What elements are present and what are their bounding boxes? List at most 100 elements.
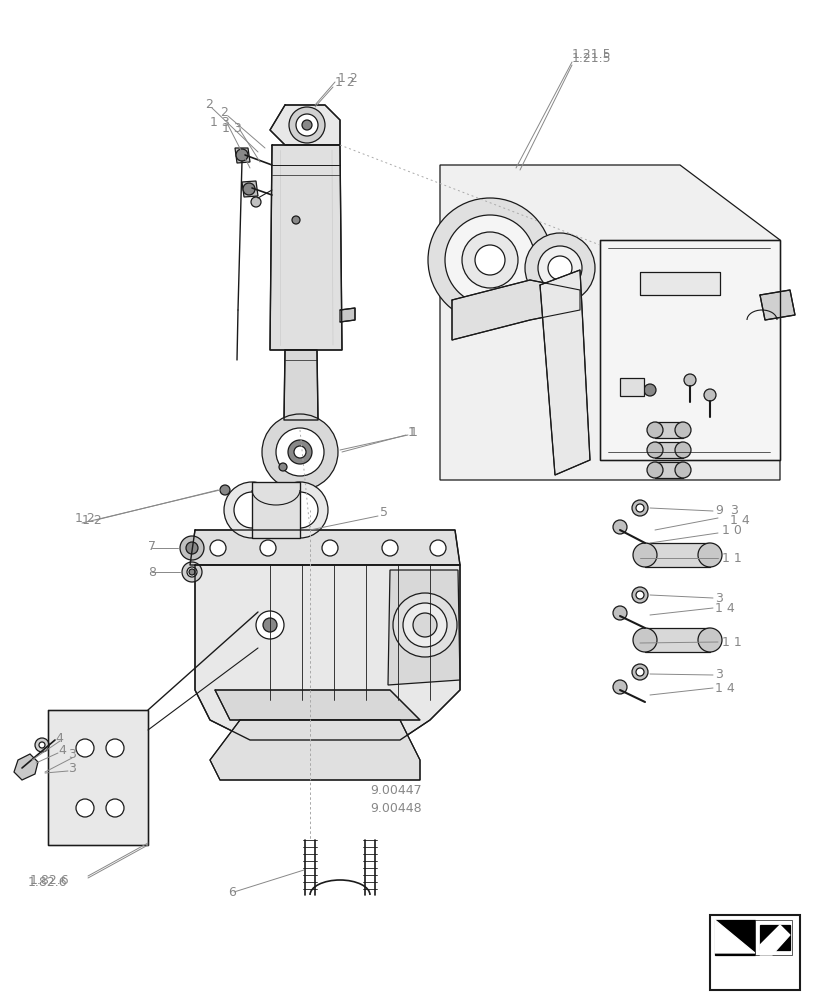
Text: 9.00447: 9.00447: [370, 784, 422, 796]
Circle shape: [675, 462, 691, 478]
Polygon shape: [655, 462, 683, 478]
Circle shape: [279, 463, 287, 471]
Circle shape: [684, 374, 696, 386]
Text: 3: 3: [715, 591, 723, 604]
Circle shape: [224, 482, 280, 538]
Circle shape: [186, 542, 198, 554]
Circle shape: [288, 440, 312, 464]
Circle shape: [260, 540, 276, 556]
Circle shape: [538, 246, 582, 290]
Circle shape: [180, 536, 204, 560]
Polygon shape: [252, 482, 300, 538]
Circle shape: [296, 114, 318, 136]
Circle shape: [403, 603, 447, 647]
Circle shape: [35, 738, 49, 752]
Polygon shape: [195, 565, 460, 740]
Circle shape: [704, 389, 716, 401]
Circle shape: [647, 422, 663, 438]
Text: 1 2: 1 2: [75, 512, 95, 524]
Text: 1 4: 1 4: [730, 514, 750, 526]
Text: 1.82.6: 1.82.6: [28, 876, 68, 888]
Circle shape: [644, 384, 656, 396]
Text: 1 3: 1 3: [210, 115, 230, 128]
Circle shape: [272, 482, 328, 538]
Circle shape: [262, 414, 338, 490]
Text: 1: 1: [410, 426, 418, 438]
Circle shape: [189, 569, 195, 575]
Circle shape: [256, 611, 284, 639]
Circle shape: [39, 742, 45, 748]
Circle shape: [182, 562, 202, 582]
Text: 1: 1: [408, 426, 416, 438]
Polygon shape: [640, 272, 720, 295]
Circle shape: [382, 540, 398, 556]
Bar: [710, 915, 800, 990]
Polygon shape: [440, 165, 780, 480]
Circle shape: [647, 462, 663, 478]
Circle shape: [322, 540, 338, 556]
Circle shape: [613, 520, 627, 534]
Circle shape: [613, 606, 627, 620]
Circle shape: [243, 183, 255, 195]
Polygon shape: [388, 570, 460, 685]
Circle shape: [475, 245, 505, 275]
Circle shape: [636, 504, 644, 512]
Polygon shape: [190, 530, 460, 565]
Text: 7: 7: [148, 540, 156, 552]
Circle shape: [525, 233, 595, 303]
Text: 9: 9: [715, 504, 723, 516]
Polygon shape: [215, 690, 420, 720]
Text: 1 2: 1 2: [335, 76, 355, 89]
Polygon shape: [14, 754, 38, 780]
Text: 2: 2: [205, 99, 213, 111]
Text: 1 3: 1 3: [222, 121, 241, 134]
Circle shape: [675, 442, 691, 458]
Circle shape: [210, 540, 226, 556]
Circle shape: [289, 107, 325, 143]
Polygon shape: [600, 240, 780, 460]
Polygon shape: [242, 181, 258, 197]
Text: 1.82.6: 1.82.6: [30, 874, 69, 886]
Polygon shape: [235, 148, 250, 163]
Text: 6: 6: [228, 886, 236, 898]
Bar: [620, 378, 644, 396]
Polygon shape: [270, 105, 340, 145]
Circle shape: [220, 485, 230, 495]
Circle shape: [187, 567, 197, 577]
Circle shape: [294, 446, 306, 458]
Polygon shape: [715, 920, 755, 953]
Text: 3: 3: [730, 504, 737, 516]
Text: 5: 5: [380, 506, 388, 518]
Circle shape: [675, 422, 691, 438]
Polygon shape: [452, 280, 580, 340]
Polygon shape: [210, 720, 420, 780]
Text: 3: 3: [68, 762, 76, 774]
Polygon shape: [270, 145, 342, 350]
Text: 3: 3: [715, 668, 723, 682]
Polygon shape: [715, 920, 755, 955]
Circle shape: [633, 543, 657, 567]
Circle shape: [647, 442, 663, 458]
Circle shape: [430, 540, 446, 556]
Polygon shape: [340, 308, 355, 322]
Text: 4: 4: [55, 732, 63, 744]
Polygon shape: [760, 925, 790, 950]
Circle shape: [106, 799, 124, 817]
Circle shape: [236, 149, 248, 161]
Text: 1.21.5: 1.21.5: [572, 51, 611, 64]
Circle shape: [76, 799, 94, 817]
Text: 4: 4: [58, 744, 66, 756]
Circle shape: [251, 197, 261, 207]
Circle shape: [302, 120, 312, 130]
Polygon shape: [760, 290, 795, 320]
Circle shape: [428, 198, 552, 322]
Polygon shape: [540, 270, 590, 475]
Circle shape: [76, 739, 94, 757]
Text: 1.21.5: 1.21.5: [572, 48, 611, 62]
Circle shape: [632, 664, 648, 680]
Text: 1 2: 1 2: [338, 72, 358, 85]
Circle shape: [633, 628, 657, 652]
Text: 1 4: 1 4: [715, 601, 735, 614]
Polygon shape: [48, 710, 148, 845]
Polygon shape: [755, 920, 792, 955]
